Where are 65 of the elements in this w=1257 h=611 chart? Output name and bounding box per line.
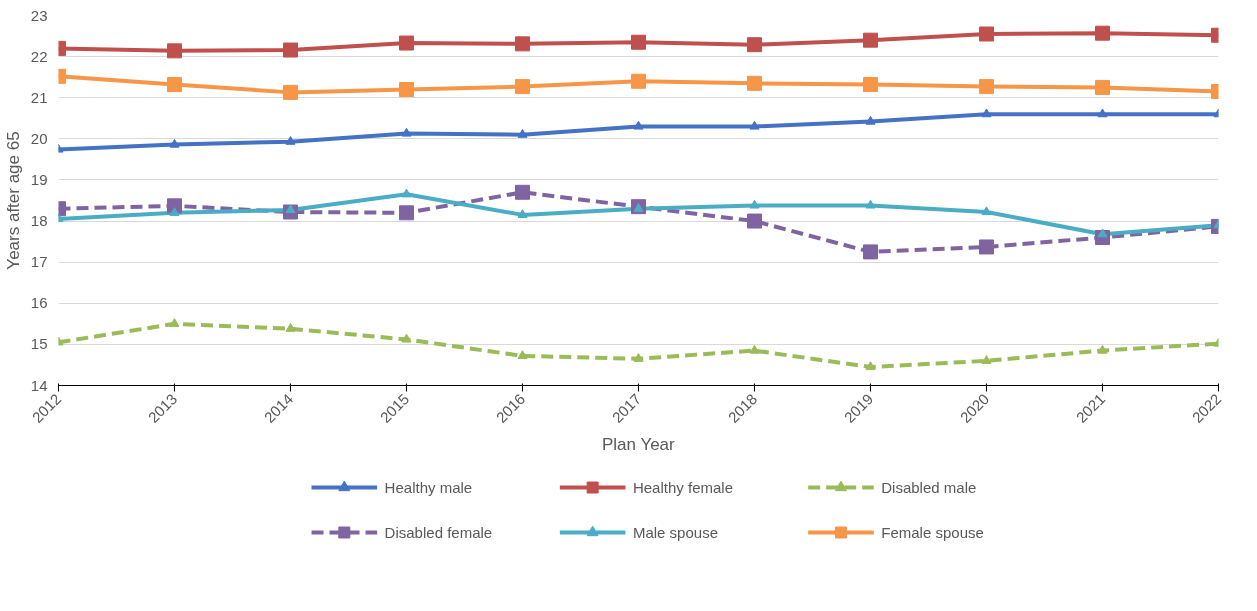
point (169, 138, 180, 148)
point (749, 120, 760, 130)
legend-label: Healthy male (384, 479, 473, 496)
x-axis-title: Plan Year (601, 435, 676, 455)
point (1097, 228, 1108, 238)
point (631, 34, 646, 50)
point (747, 213, 762, 229)
y-tick-label: 23 (30, 6, 48, 24)
point (749, 199, 760, 209)
point (979, 239, 994, 255)
legend-label: Disabled male (881, 479, 977, 496)
point (981, 108, 992, 118)
point (283, 42, 298, 58)
point (1095, 79, 1110, 95)
y-tick-label: 15 (30, 335, 48, 353)
y-tick-label: 14 (30, 376, 48, 394)
point (863, 77, 878, 93)
point (747, 75, 762, 91)
point (285, 136, 296, 145)
y-tick-label: 19 (30, 170, 48, 188)
point (979, 26, 994, 42)
point (399, 35, 414, 51)
y-tick-label: 16 (30, 294, 48, 312)
legend-label: Female spouse (881, 524, 984, 541)
y-tick-label: 21 (30, 88, 48, 106)
point (981, 206, 992, 216)
point (515, 36, 530, 52)
y-tick-label: 20 (30, 129, 48, 147)
point (863, 32, 878, 48)
point (865, 115, 876, 125)
point (167, 43, 182, 59)
point (167, 77, 182, 93)
point (169, 318, 180, 327)
y-tick-label: 22 (30, 47, 48, 65)
point (633, 353, 644, 362)
point (633, 120, 644, 130)
point (517, 350, 528, 359)
point (401, 333, 412, 343)
point (865, 361, 876, 371)
y-tick-label: 18 (30, 212, 48, 230)
point (399, 82, 414, 97)
legend-label: Healthy female (632, 479, 733, 496)
point (1097, 344, 1108, 354)
point (401, 127, 412, 137)
point (747, 37, 762, 53)
point (865, 199, 876, 209)
point (749, 344, 760, 354)
point (1097, 108, 1108, 118)
y-tick-label: 17 (30, 253, 48, 271)
point (631, 73, 646, 89)
point (283, 84, 298, 100)
legend-label: Disabled female (384, 524, 493, 541)
point (515, 79, 530, 95)
point (863, 244, 878, 260)
point (979, 79, 994, 95)
point (399, 205, 414, 221)
point (981, 355, 992, 364)
point (517, 209, 528, 218)
point (517, 129, 528, 138)
y-axis-title: Years after age 65 (3, 131, 23, 270)
point (401, 188, 412, 198)
legend-label: Male spouse (632, 524, 718, 541)
point (1095, 25, 1110, 41)
point (515, 184, 530, 200)
point (285, 323, 296, 332)
